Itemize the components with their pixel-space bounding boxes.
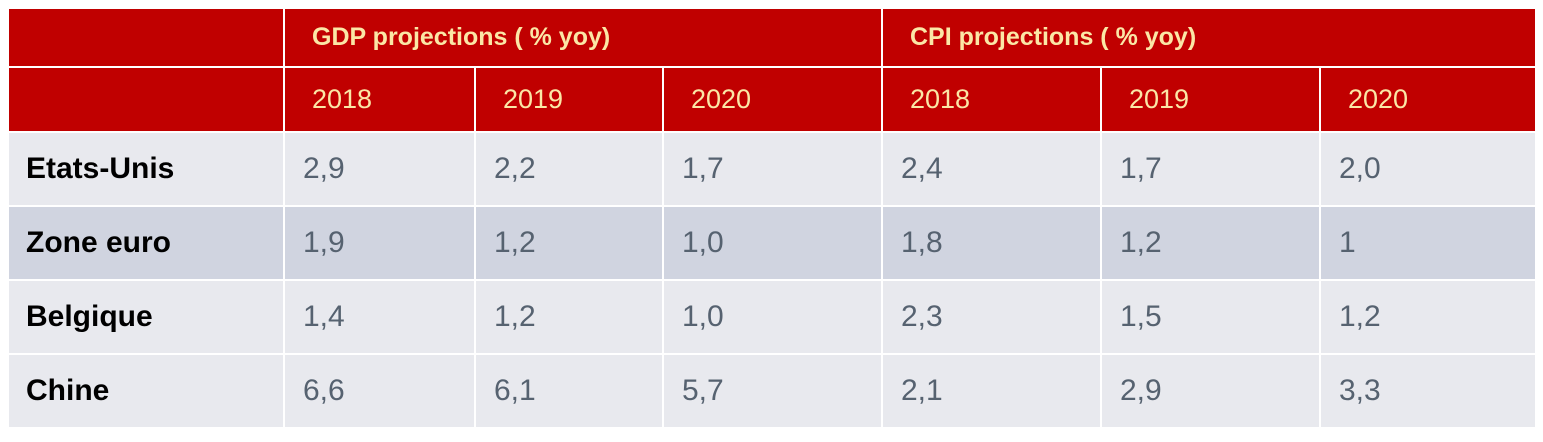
value-cell: 5,7	[662, 353, 883, 429]
value-cell: 1,8	[881, 205, 1102, 281]
value-cell: 2,9	[1100, 353, 1321, 429]
value-cell: 1,0	[662, 205, 883, 281]
projections-table: GDP projections ( % yoy) CPI projections…	[7, 7, 1537, 429]
country-label: Zone euro	[7, 205, 285, 281]
value-cell: 1,9	[283, 205, 476, 281]
value-cell: 2,4	[881, 131, 1102, 207]
value-cell: 6,1	[474, 353, 664, 429]
value-cell: 6,6	[283, 353, 476, 429]
value-cell: 3,3	[1319, 353, 1537, 429]
group-header-row: GDP projections ( % yoy) CPI projections…	[7, 7, 1537, 68]
value-cell: 2,1	[881, 353, 1102, 429]
year-header: 2020	[662, 66, 883, 133]
country-label: Chine	[7, 353, 285, 429]
value-cell: 1,5	[1100, 279, 1321, 355]
corner-cell	[7, 66, 285, 133]
value-cell: 1,2	[1100, 205, 1321, 281]
value-cell: 2,9	[283, 131, 476, 207]
year-header: 2019	[1100, 66, 1321, 133]
value-cell: 1,2	[474, 205, 664, 281]
value-cell: 1,4	[283, 279, 476, 355]
gdp-group-header: GDP projections ( % yoy)	[283, 7, 883, 68]
country-label: Etats-Unis	[7, 131, 285, 207]
value-cell: 1,0	[662, 279, 883, 355]
year-header: 2019	[474, 66, 664, 133]
value-cell: 2,0	[1319, 131, 1537, 207]
value-cell: 1,2	[1319, 279, 1537, 355]
value-cell: 1,7	[1100, 131, 1321, 207]
table-row: Zone euro 1,9 1,2 1,0 1,8 1,2 1	[7, 205, 1537, 281]
cpi-group-header: CPI projections ( % yoy)	[881, 7, 1537, 68]
year-header-row: 2018 2019 2020 2018 2019 2020	[7, 66, 1537, 133]
value-cell: 2,2	[474, 131, 664, 207]
value-cell: 1,7	[662, 131, 883, 207]
year-header: 2020	[1319, 66, 1537, 133]
table-row: Belgique 1,4 1,2 1,0 2,3 1,5 1,2	[7, 279, 1537, 355]
table-row: Etats-Unis 2,9 2,2 1,7 2,4 1,7 2,0	[7, 131, 1537, 207]
year-header: 2018	[881, 66, 1102, 133]
corner-cell	[7, 7, 285, 68]
value-cell: 2,3	[881, 279, 1102, 355]
table-row: Chine 6,6 6,1 5,7 2,1 2,9 3,3	[7, 353, 1537, 429]
country-label: Belgique	[7, 279, 285, 355]
value-cell: 1,2	[474, 279, 664, 355]
value-cell: 1	[1319, 205, 1537, 281]
year-header: 2018	[283, 66, 476, 133]
